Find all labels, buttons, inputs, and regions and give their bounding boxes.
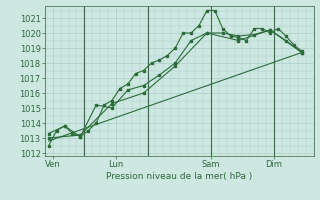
X-axis label: Pression niveau de la mer( hPa ): Pression niveau de la mer( hPa ) [106, 172, 252, 181]
